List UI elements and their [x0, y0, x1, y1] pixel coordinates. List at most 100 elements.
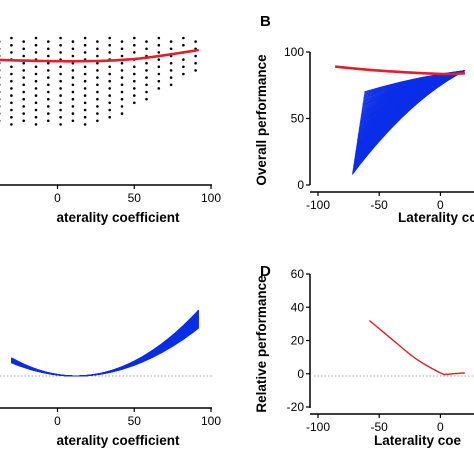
scatter-point: [120, 83, 124, 87]
scatter-point: [71, 69, 75, 72]
panel-c-x-tick-label: 50: [128, 414, 142, 428]
scatter-point: [22, 119, 26, 123]
scatter-point: [96, 40, 99, 43]
scatter-point: [96, 61, 99, 65]
scatter-point: [120, 90, 124, 94]
scatter-point: [0, 76, 1, 79]
scatter-point: [194, 40, 197, 43]
scatter-point: [34, 87, 38, 90]
scatter-point: [108, 101, 111, 105]
scatter-point: [96, 105, 99, 108]
scatter-point: [59, 108, 62, 112]
panel-b-x-label: Laterality coe: [398, 210, 474, 225]
band-curve: [11, 319, 200, 377]
scatter-point: [34, 94, 38, 97]
scatter-point: [0, 105, 1, 108]
scatter-point: [145, 76, 148, 79]
scatter-point: [0, 40, 1, 43]
scatter-point: [83, 72, 87, 76]
scatter-point: [96, 47, 99, 51]
scatter-point: [22, 112, 26, 115]
band-curve: [11, 321, 200, 377]
scatter-point: [0, 112, 1, 115]
scatter-point: [194, 61, 197, 65]
panel-b-fit-line: [334, 65, 465, 76]
scatter-point: [157, 72, 161, 76]
scatter-point: [34, 79, 38, 83]
panel-b-y-tick-label: 100: [284, 45, 304, 59]
panel-a-x-ticks: 0 50 100: [54, 185, 221, 205]
scatter-point: [59, 123, 62, 126]
panel-b-band: [351, 70, 466, 175]
scatter-point: [10, 115, 13, 119]
scatter-point: [182, 36, 185, 40]
scatter-point: [133, 94, 136, 97]
panel-b-x-tick-label: -100: [306, 198, 330, 212]
scatter-point: [0, 83, 1, 86]
band-curve: [11, 324, 200, 377]
scatter-point: [10, 51, 13, 54]
scatter-point: [120, 40, 124, 43]
scatter-point: [10, 123, 13, 126]
scatter-point: [96, 83, 99, 87]
scatter-point: [169, 76, 173, 79]
scatter-point: [0, 54, 1, 58]
panel-d-y-tick-label: 0: [297, 367, 304, 381]
band-line: [364, 70, 465, 93]
band-curve: [11, 322, 200, 377]
scatter-point: [145, 90, 148, 94]
band-curve: [11, 320, 200, 377]
band-curve: [11, 309, 200, 377]
scatter-point: [108, 36, 111, 40]
scatter-point: [0, 119, 1, 122]
panel-a-fit-line: [0, 48, 199, 63]
panel-c-x-tick-label: 100: [201, 414, 221, 428]
scatter-point: [96, 90, 99, 94]
scatter-point: [59, 115, 62, 119]
panel-d: D 60 40 20 0 -20 -100 -50 0 Laterality coe Rel…: [254, 263, 474, 448]
scatter-point: [22, 90, 26, 94]
scatter-point: [182, 72, 185, 76]
scatter-point: [120, 54, 124, 58]
scatter-point: [120, 112, 124, 115]
scatter-point: [71, 76, 75, 79]
scatter-point: [47, 76, 50, 79]
panel-a-x-tick-label: 0: [54, 191, 61, 205]
panel-c: 0 50 100 aterality coefficient: [0, 309, 221, 448]
scatter-point: [133, 101, 136, 105]
scatter-point: [169, 47, 173, 51]
scatter-point: [96, 112, 99, 115]
scatter-point: [157, 51, 161, 54]
panel-a-dots: [0, 36, 197, 126]
panel-b-y-tick-label: 0: [297, 178, 304, 192]
panel-a: 0 50 100 aterality coefficient: [0, 36, 221, 225]
scatter-point: [47, 54, 50, 58]
scatter-point: [71, 54, 75, 58]
scatter-point: [133, 43, 136, 47]
panel-d-y-tick-label: 40: [291, 300, 305, 314]
scatter-point: [133, 36, 136, 40]
panel-c-x-tick-label: 0: [54, 414, 61, 428]
scatter-point: [0, 98, 1, 101]
scatter-point: [59, 65, 62, 69]
scatter-point: [96, 97, 99, 101]
scatter-point: [22, 83, 26, 87]
scatter-point: [0, 90, 1, 94]
scatter-point: [22, 61, 26, 65]
scatter-point: [10, 87, 13, 90]
scatter-point: [145, 61, 148, 65]
scatter-point: [157, 65, 161, 69]
scatter-point: [59, 43, 62, 47]
panel-d-letter: D: [260, 263, 271, 280]
panel-b: B 0 50 100 -100 -50 0 Laterality coe Overall…: [254, 13, 474, 225]
scatter-point: [71, 40, 75, 43]
panel-b-y-ticks: 0 50 100: [284, 45, 310, 192]
panel-b-x-tick-label: -50: [371, 198, 389, 212]
panel-d-x-ticks: -100 -50 0: [306, 414, 444, 434]
scatter-point: [145, 47, 148, 51]
band-curve: [11, 325, 200, 377]
scatter-point: [157, 87, 161, 90]
scatter-point: [108, 87, 111, 90]
panel-a-x-tick-label: 50: [128, 191, 142, 205]
